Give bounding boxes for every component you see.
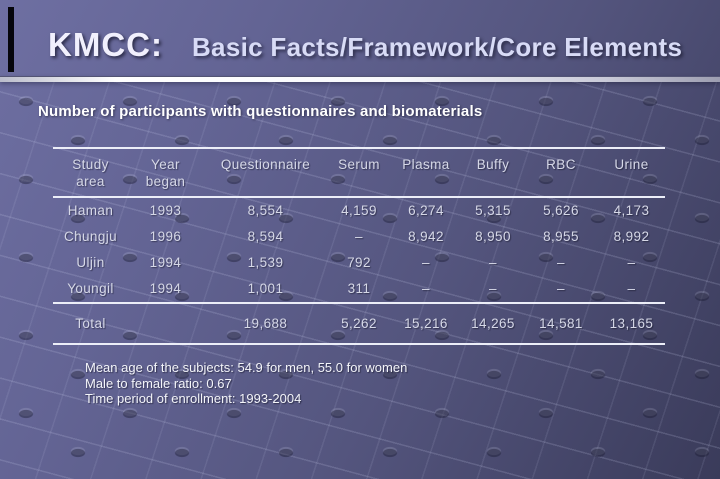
cell-buffy: – (489, 281, 497, 296)
cell-study-area: Chungju (63, 229, 118, 244)
cell-serum: – (355, 229, 363, 244)
cell-questionnaire: 1,539 (247, 255, 284, 270)
slide-title-prefix: KMCC: (48, 26, 163, 63)
cell-rbc: 5,626 (543, 203, 579, 218)
total-label: Total (75, 316, 106, 331)
cell-study-area: Uljin (76, 255, 105, 270)
column-header-urine: Urine (614, 157, 649, 172)
cell-questionnaire: 8,554 (247, 203, 284, 218)
column-header-rbc: RBC (546, 157, 576, 172)
column-header-plasma: Plasma (402, 157, 450, 172)
cell-serum: 792 (347, 255, 371, 270)
cell-plasma: – (422, 255, 430, 270)
cell-questionnaire: 8,594 (247, 229, 284, 244)
title-bar: KMCC: Basic Facts/Framework/Core Element… (0, 0, 720, 76)
cell-year-began: 1994 (149, 281, 182, 296)
cell-buffy: – (489, 255, 497, 270)
cell-study-area: Haman (67, 203, 114, 218)
title-divider-rule (0, 76, 720, 82)
total-serum: 5,262 (341, 316, 377, 331)
cell-buffy: 8,950 (475, 229, 511, 244)
total-rbc: 14,581 (539, 316, 583, 331)
section-heading: Number of participants with questionnair… (38, 103, 483, 120)
cell-rbc: 8,955 (543, 229, 579, 244)
cell-year-began: 1994 (149, 255, 182, 270)
total-questionnaire: 19,688 (243, 316, 288, 331)
cell-urine: 4,173 (613, 203, 650, 218)
table-row: Haman 1993 8,554 4,159 6,274 5,315 5,626… (53, 198, 665, 224)
cell-serum: 311 (347, 281, 371, 296)
cell-plasma: – (422, 281, 430, 296)
note-sex-ratio: Male to female ratio: 0.67 (85, 375, 232, 391)
cell-urine: – (627, 255, 636, 270)
notes-block: Mean age of the subjects: 54.9 for men, … (85, 360, 407, 407)
table-body: Haman 1993 8,554 4,159 6,274 5,315 5,626… (53, 198, 665, 302)
table-row: Uljin 1994 1,539 792 – – – – (53, 250, 665, 276)
total-plasma: 15,216 (404, 316, 448, 331)
note-enrollment-period: Time period of enrollment: 1993-2004 (85, 391, 302, 406)
table-row: Chungju 1996 8,594 – 8,942 8,950 8,955 8… (53, 224, 665, 250)
cell-year-began: 1993 (149, 203, 182, 218)
cell-urine: – (627, 281, 636, 296)
total-year-empty (128, 311, 203, 337)
table-total-row: Total 19,688 5,262 15,216 14,265 14,581 … (53, 302, 665, 345)
column-header-year-began: Year began (145, 157, 186, 189)
note-mean-age: Mean age of the subjects: 54.9 for men, … (85, 360, 408, 375)
column-header-study-area: Study area (72, 157, 109, 189)
total-urine: 13,165 (609, 316, 654, 331)
cell-serum: 4,159 (341, 203, 377, 218)
participants-table: Study area Year began Questionnaire Seru… (53, 147, 665, 345)
column-header-questionnaire: Questionnaire (220, 157, 311, 172)
cell-plasma: 6,274 (408, 203, 444, 218)
table-header-row: Study area Year began Questionnaire Seru… (53, 147, 665, 198)
slide-title: Basic Facts/Framework/Core Elements (191, 32, 683, 62)
cell-year-began: 1996 (149, 229, 182, 244)
cell-rbc: – (557, 281, 565, 296)
column-header-serum: Serum (338, 157, 380, 172)
cell-urine: 8,992 (613, 229, 650, 244)
cell-buffy: 5,315 (475, 203, 511, 218)
cell-questionnaire: 1,001 (247, 281, 284, 296)
cell-rbc: – (557, 255, 565, 270)
column-header-buffy: Buffy (476, 157, 510, 172)
left-accent-bar (8, 7, 14, 72)
cell-study-area: Youngil (67, 281, 114, 296)
total-buffy: 14,265 (471, 316, 515, 331)
cell-plasma: 8,942 (408, 229, 444, 244)
table-row: Youngil 1994 1,001 311 – – – – (53, 276, 665, 302)
